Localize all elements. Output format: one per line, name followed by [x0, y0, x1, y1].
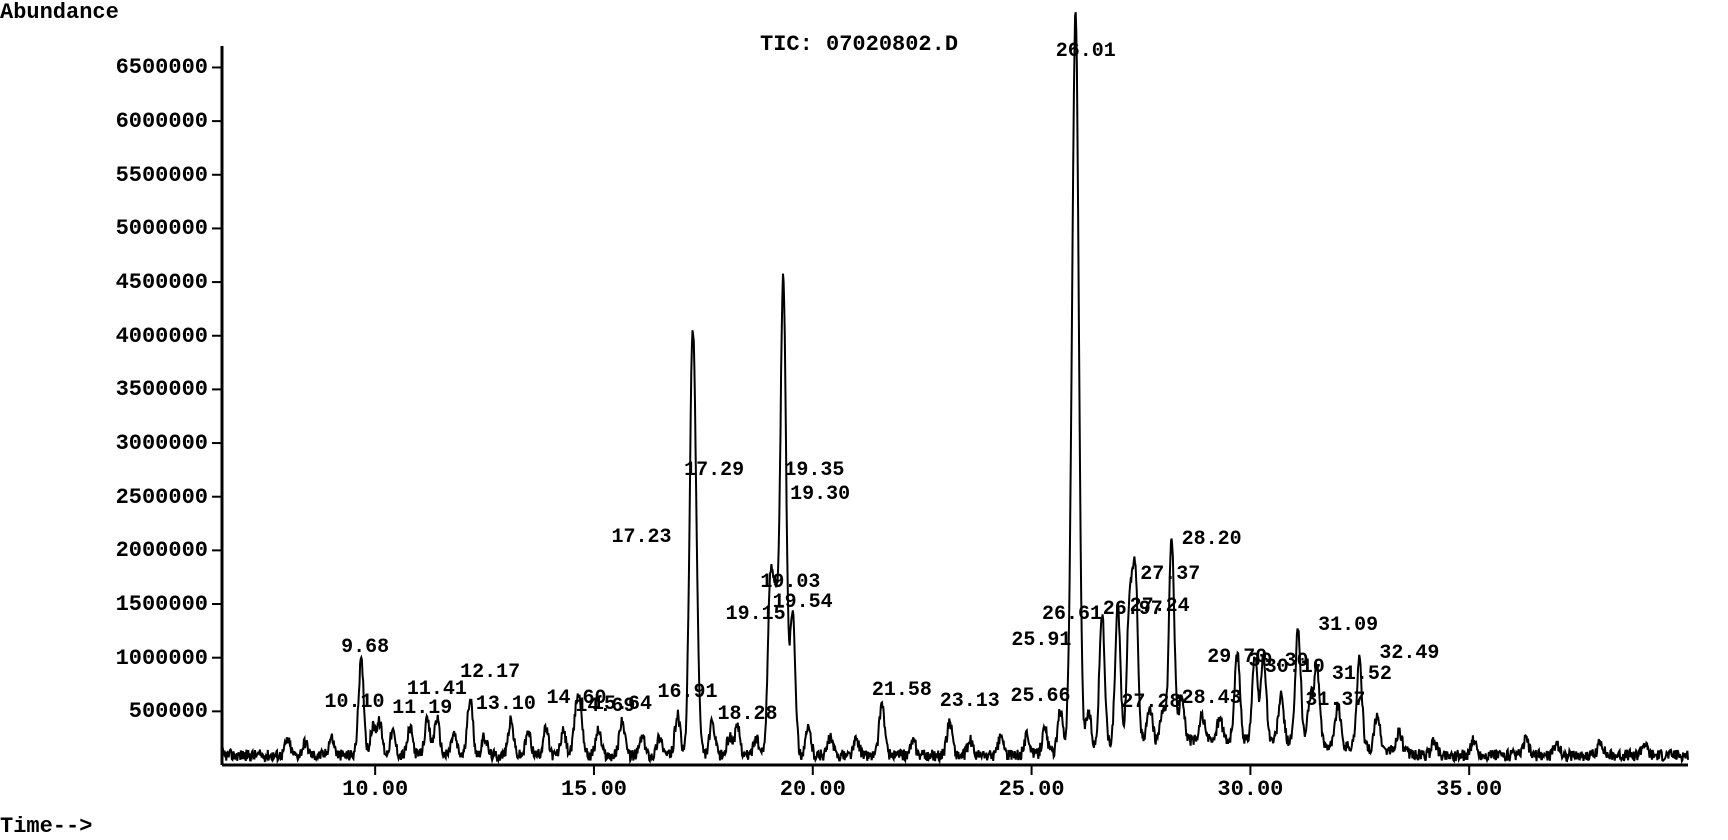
peak-label: 11.19	[392, 697, 452, 720]
peak-label: 28.43	[1182, 687, 1242, 710]
peak-label: 31.09	[1318, 614, 1378, 637]
peak-label: 25.91	[1011, 629, 1071, 652]
peak-label: 19.30	[790, 483, 850, 506]
y-tick-label: 1500000	[116, 592, 208, 617]
peak-label: 13.10	[476, 693, 536, 716]
y-tick-label: 6000000	[116, 109, 208, 134]
peak-label: 17.23	[612, 526, 672, 549]
peak-label: 9.68	[341, 636, 389, 659]
peak-label: 19.15	[726, 603, 786, 626]
y-tick-label: 3000000	[116, 431, 208, 456]
peak-label: 25.66	[1010, 685, 1070, 708]
peak-label: 26.01	[1056, 40, 1116, 63]
peak-label: 19.35	[784, 459, 844, 482]
peak-label: 12.17	[460, 661, 520, 684]
y-tick-label: 5500000	[116, 163, 208, 188]
peak-label: 26.61	[1042, 603, 1102, 626]
x-tick-label: 20.00	[780, 777, 846, 802]
y-tick-label: 500000	[129, 699, 208, 724]
peak-label: 17.29	[684, 459, 744, 482]
peak-label: 16.91	[658, 681, 718, 704]
peak-label: 23.13	[940, 690, 1000, 713]
peak-label: 28.20	[1182, 528, 1242, 551]
x-tick-label: 35.00	[1436, 777, 1502, 802]
peak-label: 27.28	[1121, 691, 1181, 714]
x-tick-label: 30.00	[1217, 777, 1283, 802]
peak-label: 18.28	[718, 703, 778, 726]
y-tick-label: 1000000	[116, 646, 208, 671]
y-tick-label: 5000000	[116, 216, 208, 241]
peak-label: 31.52	[1332, 663, 1392, 686]
x-tick-label: 15.00	[561, 777, 627, 802]
y-tick-label: 4500000	[116, 270, 208, 295]
trace-line	[222, 12, 1688, 761]
x-tick-label: 10.00	[342, 777, 408, 802]
peak-label: 32.49	[1379, 642, 1439, 665]
peak-label: 10.10	[325, 691, 385, 714]
chromatogram-svg	[0, 0, 1728, 840]
y-tick-label: 3500000	[116, 377, 208, 402]
peak-label: 31.37	[1305, 689, 1365, 712]
y-tick-label: 6500000	[116, 55, 208, 80]
y-tick-label: 4000000	[116, 324, 208, 349]
peak-label: 15.64	[592, 693, 652, 716]
peak-label: 21.58	[872, 679, 932, 702]
peak-label: 27.37	[1140, 563, 1200, 586]
x-tick-label: 25.00	[999, 777, 1065, 802]
y-tick-label: 2000000	[116, 538, 208, 563]
y-tick-label: 2500000	[116, 485, 208, 510]
chromatogram-plot: { "layout": { "width": 1728, "height": 8…	[0, 0, 1728, 840]
peak-label: 30.10	[1265, 656, 1325, 679]
peak-label: 27.24	[1130, 595, 1190, 618]
